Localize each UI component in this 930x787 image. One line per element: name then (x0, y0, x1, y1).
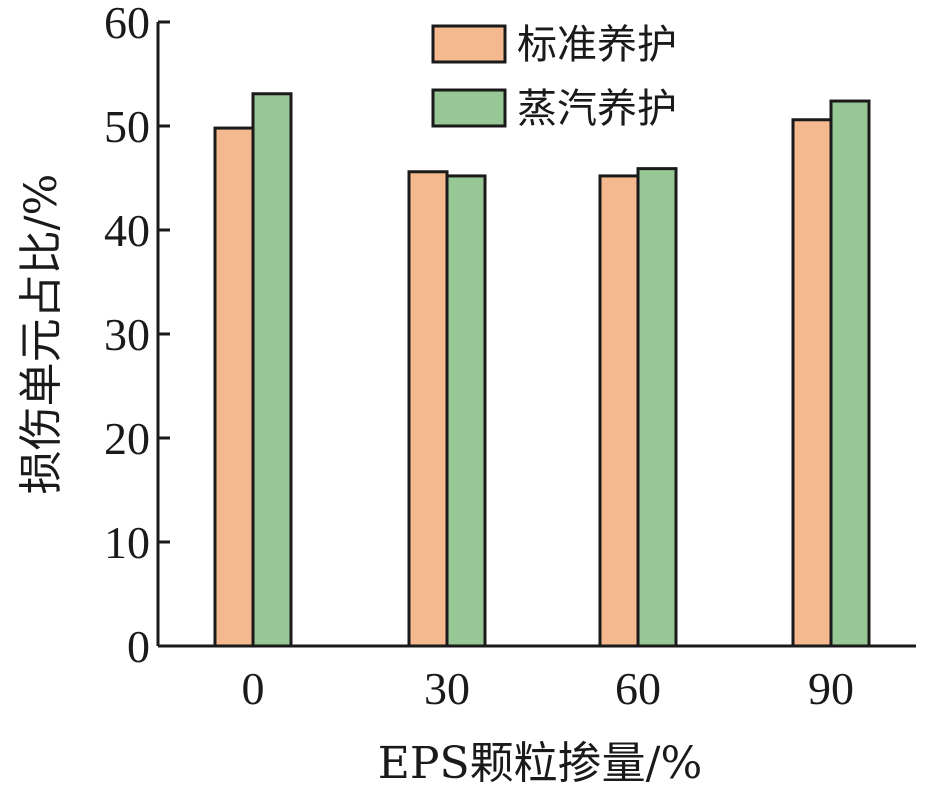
x-tick-label-60: 60 (615, 663, 661, 714)
x-axis-title: EPS颗粒掺量/% (378, 738, 703, 787)
bar-steam-60 (636, 167, 678, 648)
x-ticks-group: 0 30 60 90 (242, 663, 855, 714)
x-tick-label-0: 0 (242, 663, 265, 714)
bar-standard-30 (407, 170, 449, 648)
bar-standard-60 (598, 174, 640, 648)
y-axis-title: 损伤单元占比/% (16, 174, 67, 495)
bars-group (213, 92, 871, 648)
y-tick-label-20: 20 (104, 413, 150, 464)
x-tick-label-90: 90 (808, 663, 854, 714)
bar-standard-90 (791, 118, 833, 648)
y-tick-label-30: 30 (104, 309, 150, 360)
bar-steam-0 (251, 92, 293, 648)
y-tick-label-50: 50 (104, 101, 150, 152)
y-tick-label-60: 60 (104, 0, 150, 48)
y-tick-label-0: 0 (127, 621, 150, 672)
legend-label-standard: 标准养护 (517, 22, 677, 68)
legend-label-steam: 蒸汽养护 (517, 86, 677, 132)
x-tick-label-30: 30 (424, 663, 470, 714)
bar-steam-90 (829, 99, 871, 648)
legend-swatch-steam (431, 88, 507, 128)
bar-steam-30 (445, 174, 487, 648)
y-tick-label-40: 40 (104, 205, 150, 256)
bar-standard-0 (213, 126, 255, 648)
y-tick-label-10: 10 (104, 517, 150, 568)
y-ticks-group: 0 10 20 30 40 50 60 (104, 0, 170, 672)
legend-swatch-standard (431, 24, 507, 64)
